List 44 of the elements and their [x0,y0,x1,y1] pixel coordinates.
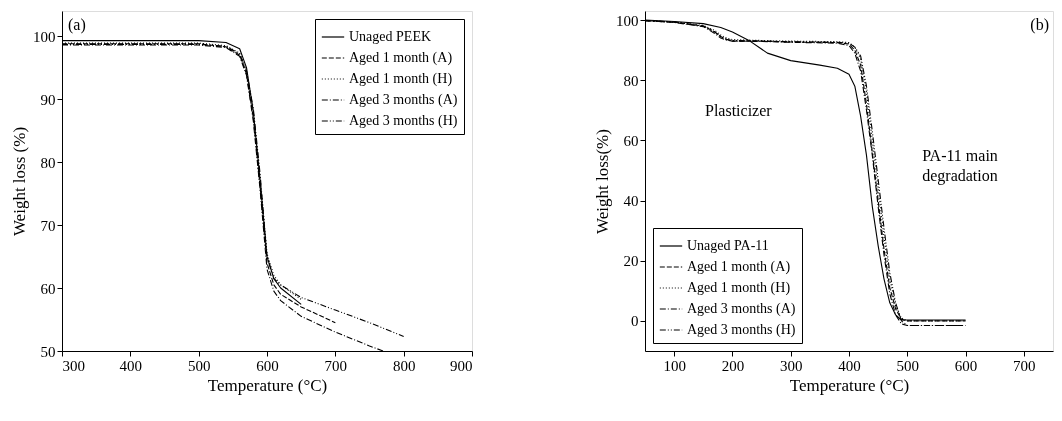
legend-label: Aged 1 month (A) [349,50,453,66]
x-axis-title: Temperature (°C) [789,375,910,395]
y-tick-label: 60 [40,280,56,297]
y-tick-label: 90 [40,91,56,108]
y-tick-label: 80 [623,72,639,89]
legend-label: Unaged PEEK [349,29,432,44]
x-tick-label: 400 [119,357,143,374]
x-tick-label: 200 [721,357,745,374]
y-tick-label: 100 [33,28,56,45]
y-axis-title: Weight loss(%) [593,129,612,234]
x-tick-label: 300 [779,357,803,374]
x-tick-label: 700 [324,357,348,374]
chart-title: (b) [1030,16,1049,34]
annotation: Plasticizer [705,102,773,119]
x-tick-label: 800 [392,357,416,374]
y-tick-label: 0 [631,313,639,330]
y-tick-label: 100 [616,12,639,29]
legend-label: Aged 1 month (H) [349,71,453,87]
legend-label: Aged 3 months (H) [687,322,796,338]
x-tick-label: 900 [450,357,473,374]
y-tick-label: 70 [40,217,56,234]
y-tick-label: 20 [623,253,639,270]
annotation: PA-11 main degradation [922,147,998,185]
x-tick-label: 500 [896,357,920,374]
y-tick-label: 60 [623,132,639,149]
legend-label: Aged 3 months (H) [349,113,458,129]
x-tick-label: 500 [187,357,211,374]
x-tick-label: 600 [256,357,279,374]
y-axis-title: Weight loss (%) [10,126,29,237]
y-tick-label: 40 [623,193,639,210]
x-tick-label: 300 [62,357,85,374]
x-tick-label: 400 [838,357,861,374]
y-tick-label: 50 [40,343,56,360]
legend-label: Unaged PA-11 [687,238,769,253]
chart-title: (a) [68,16,86,34]
x-axis-title: Temperature (°C) [207,375,328,395]
x-tick-label: 100 [663,357,686,374]
y-tick-label: 80 [40,154,56,171]
x-tick-label: 700 [1013,357,1036,374]
legend-label: Aged 1 month (H) [687,280,791,296]
x-tick-label: 600 [954,357,978,374]
legend-label: Aged 1 month (A) [687,259,791,275]
legend-label: Aged 3 months (A) [687,301,796,317]
legend-label: Aged 3 months (A) [349,92,458,108]
